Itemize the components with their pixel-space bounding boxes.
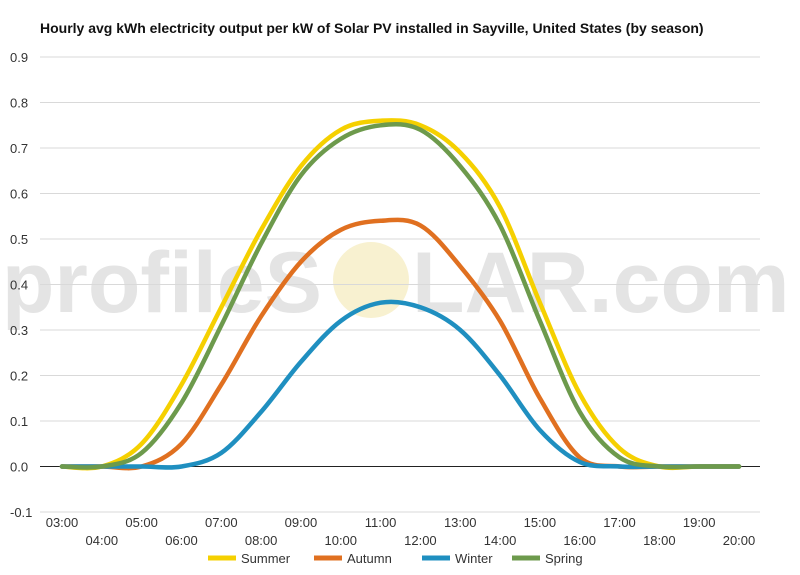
series-line-winter xyxy=(59,299,742,470)
y-tick-label: 0.1 xyxy=(10,414,28,429)
series-line-spring xyxy=(59,121,742,470)
x-tick-label: 12:00 xyxy=(404,533,437,548)
chart-title: Hourly avg kWh electricity output per kW… xyxy=(40,20,704,36)
x-tick-label: 07:00 xyxy=(205,515,238,530)
x-tick-label: 05:00 xyxy=(125,515,158,530)
x-tick-label: 14:00 xyxy=(484,533,517,548)
watermark-sun-icon xyxy=(333,242,409,318)
legend-label: Spring xyxy=(545,551,583,566)
y-tick-label: 0.2 xyxy=(10,369,28,384)
watermark-text-right: LAR.com xyxy=(412,235,789,331)
series-lines xyxy=(59,118,742,471)
x-tick-label: 03:00 xyxy=(46,515,79,530)
x-tick-label: 15:00 xyxy=(524,515,557,530)
watermark-text-left: profileS xyxy=(2,235,322,331)
y-tick-label: 0.0 xyxy=(10,460,28,475)
y-tick-label: -0.1 xyxy=(10,505,32,520)
x-tick-label: 19:00 xyxy=(683,515,716,530)
y-axis-ticks: -0.1 0.0 0.1 0.2 0.3 0.4 0.5 0.6 0.7 0.8 0.9 xyxy=(10,50,32,520)
y-tick-label: 0.9 xyxy=(10,50,28,65)
series-line-summer xyxy=(59,118,742,471)
x-tick-label: 18:00 xyxy=(643,533,676,548)
y-tick-label: 0.4 xyxy=(10,278,28,293)
legend-label: Summer xyxy=(241,551,291,566)
x-tick-label: 10:00 xyxy=(324,533,357,548)
watermark: profileS LAR.com xyxy=(2,235,790,331)
x-tick-label: 13:00 xyxy=(444,515,477,530)
x-tick-label: 09:00 xyxy=(285,515,318,530)
y-tick-label: 0.7 xyxy=(10,141,28,156)
legend: Summer Autumn Winter Spring xyxy=(208,551,583,566)
x-tick-label: 20:00 xyxy=(723,533,756,548)
x-tick-label: 16:00 xyxy=(563,533,596,548)
x-axis-ticks: 03:00 04:00 05:00 06:00 07:00 08:00 09:00 10:00… xyxy=(46,515,756,548)
x-tick-label: 06:00 xyxy=(165,533,198,548)
grid xyxy=(40,56,760,513)
x-tick-label: 11:00 xyxy=(365,515,397,530)
y-tick-label: 0.8 xyxy=(10,96,28,111)
x-tick-label: 17:00 xyxy=(603,515,636,530)
legend-label: Winter xyxy=(455,551,493,566)
x-tick-label: 04:00 xyxy=(86,533,119,548)
x-tick-label: 08:00 xyxy=(245,533,278,548)
legend-label: Autumn xyxy=(347,551,392,566)
y-tick-label: 0.6 xyxy=(10,187,28,202)
y-tick-label: 0.5 xyxy=(10,232,28,247)
y-tick-label: 0.3 xyxy=(10,323,28,338)
